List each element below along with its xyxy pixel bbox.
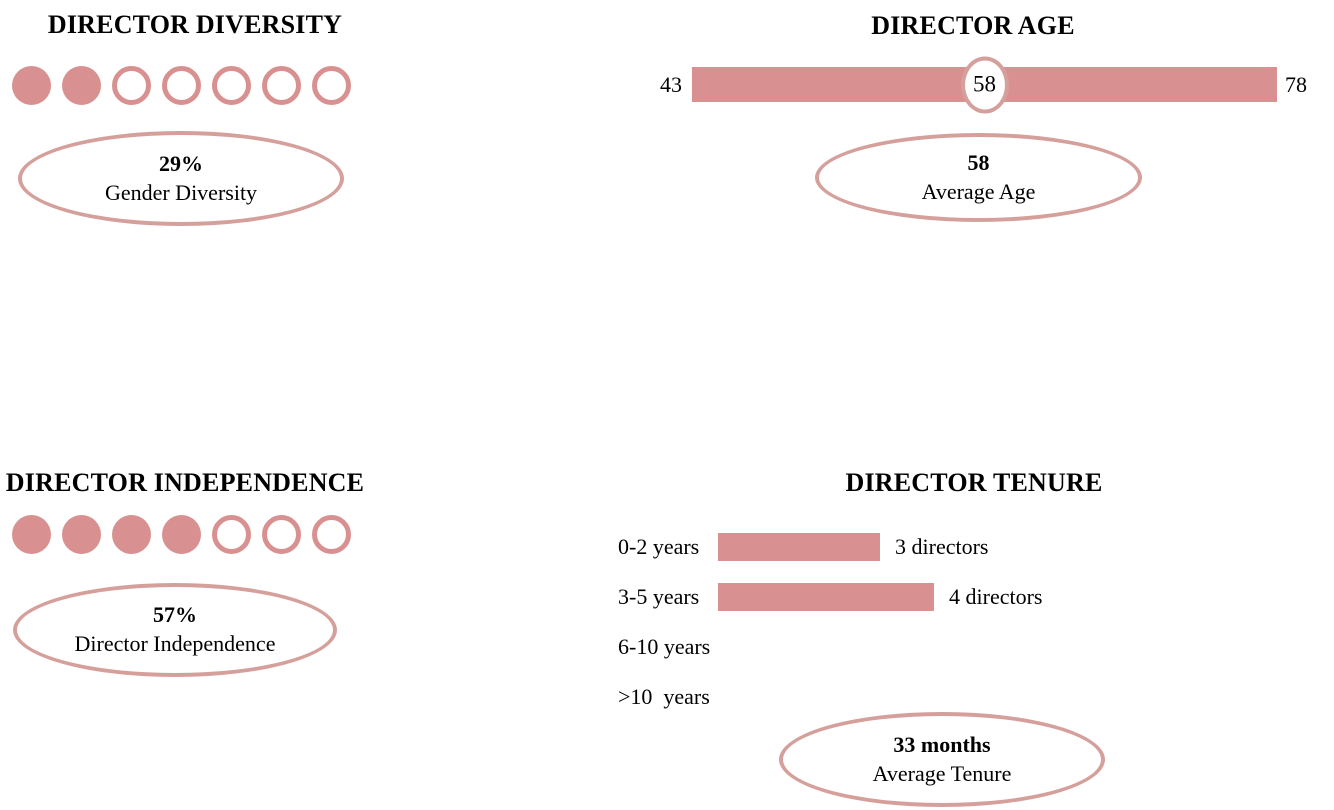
stat-label: Average Tenure <box>872 760 1012 786</box>
director-dot-empty-icon <box>312 66 351 105</box>
tenure-category-label: 6-10 years <box>618 634 711 659</box>
director-dot-filled-icon <box>62 66 101 105</box>
director-dot-filled-icon <box>12 66 51 105</box>
director-dot-empty-icon <box>212 515 251 554</box>
director-dot-filled-icon <box>62 515 101 554</box>
director-tenure-title: DIRECTOR TENURE <box>845 468 1103 497</box>
age-max-label: 78 <box>1285 72 1307 97</box>
tenure-category-label: 3-5 years <box>618 584 700 609</box>
director-dot-empty-icon <box>212 66 251 105</box>
tenure-row: 0-2 years 3 directors <box>618 533 1042 561</box>
stat-label: Director Independence <box>74 631 276 656</box>
tenure-row: 6-10 years <box>618 633 1042 661</box>
director-dot-empty-icon <box>112 66 151 105</box>
tenure-category-label: >10 years <box>618 684 710 709</box>
average-age-marker-value: 58 <box>973 71 996 97</box>
director-dot-filled-icon <box>162 515 201 554</box>
tenure-row: 3-5 years 4 directors <box>618 583 1042 611</box>
tenure-bar-chart: 0-2 years 3 directors 3-5 years 4 directors… <box>618 533 1042 733</box>
age-min-label: 43 <box>660 72 682 97</box>
tenure-row: >10 years <box>618 683 1042 711</box>
average-age-stat-badge: 58 Average Age <box>815 133 1142 222</box>
stat-value: 57% <box>153 602 197 628</box>
director-independence-stat-badge: 57% Director Independence <box>13 583 337 677</box>
stat-label: Average Age <box>921 178 1036 204</box>
director-dot-empty-icon <box>312 515 351 554</box>
stat-value: 58 <box>967 149 990 175</box>
tenure-bar <box>718 583 934 611</box>
director-dot-empty-icon <box>262 66 301 105</box>
stat-value: 29% <box>159 150 203 176</box>
gender-diversity-stat-badge: 29% Gender Diversity <box>18 131 344 226</box>
stat-value: 33 months <box>893 731 991 757</box>
stat-label: Gender Diversity <box>104 179 258 205</box>
independence-dot-row <box>12 515 351 554</box>
tenure-category-label: 0-2 years <box>618 534 700 559</box>
tenure-value-label: 4 directors <box>949 584 1043 609</box>
director-dot-filled-icon <box>12 515 51 554</box>
director-diversity-title: DIRECTOR DIVERSITY <box>47 10 343 39</box>
average-tenure-stat-badge: 33 months Average Tenure <box>779 712 1105 807</box>
average-age-marker: 58 <box>960 56 1009 113</box>
director-dot-filled-icon <box>112 515 151 554</box>
age-range-bar: 58 <box>692 56 1277 113</box>
director-dot-empty-icon <box>262 515 301 554</box>
director-dot-empty-icon <box>162 66 201 105</box>
tenure-bar <box>718 533 880 561</box>
diversity-dot-row <box>12 66 351 105</box>
director-age-title: DIRECTOR AGE <box>871 11 1075 40</box>
tenure-value-label: 3 directors <box>895 534 989 559</box>
director-independence-title: DIRECTOR INDEPENDENCE <box>5 468 365 497</box>
